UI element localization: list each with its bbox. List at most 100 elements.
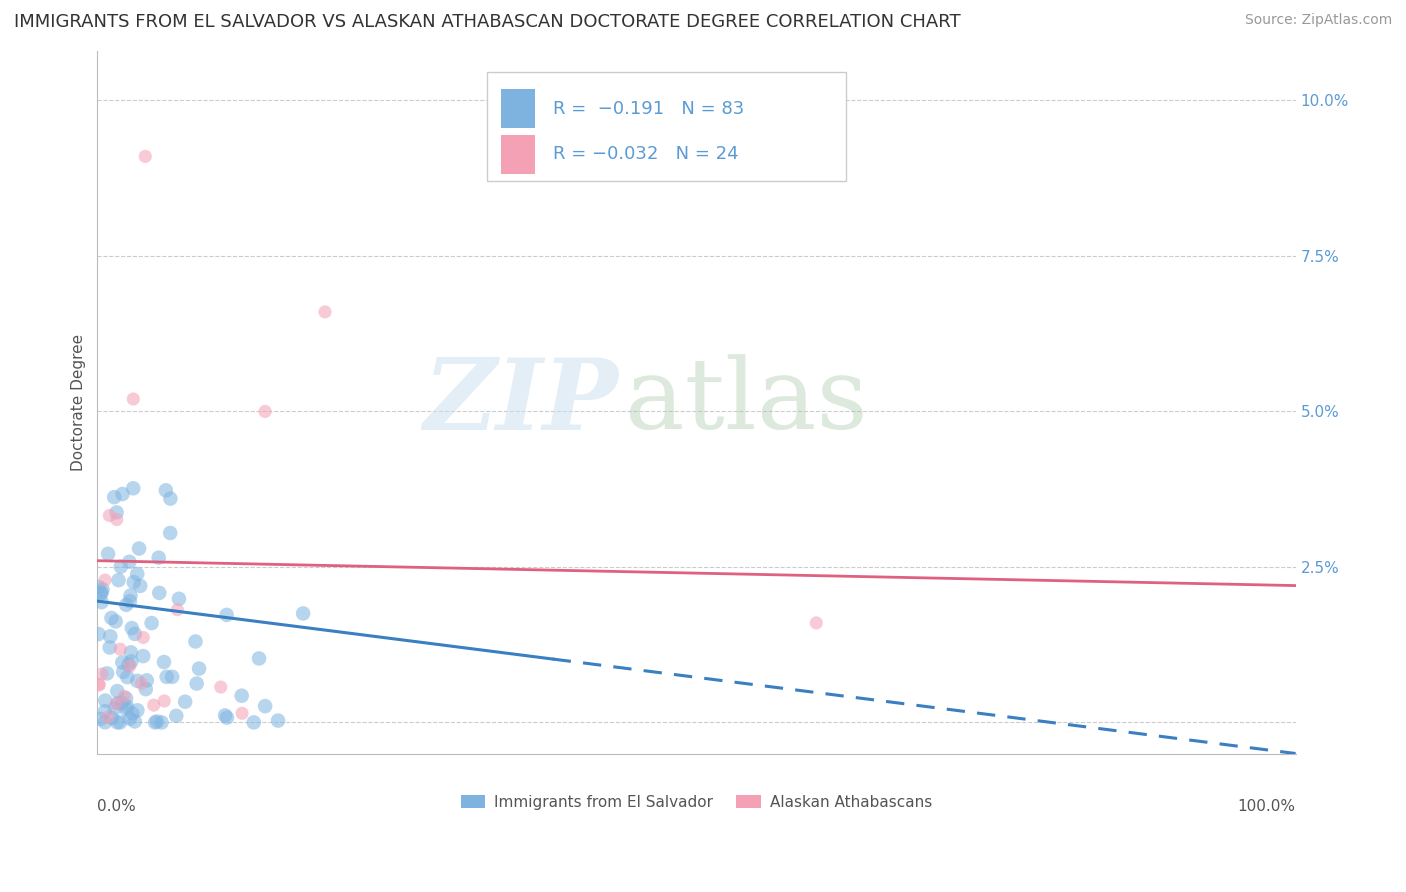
Point [104,701,127,715]
Point [124,714,146,729]
Point [159,526,181,541]
Point [166,603,188,617]
Point [89,712,111,726]
FancyBboxPatch shape [486,71,846,181]
Point [96,666,118,681]
Point [105,512,128,526]
Text: ZIP: ZIP [423,354,619,450]
Point [103,490,125,504]
Point [142,698,165,713]
Point [135,682,157,697]
FancyBboxPatch shape [501,135,534,174]
Point [104,615,127,629]
Point [122,575,145,590]
Point [100,611,122,625]
Point [131,676,153,690]
Point [120,589,142,603]
Point [107,696,129,710]
Point [91,582,114,597]
Point [167,591,190,606]
Point [247,651,270,665]
Text: R = −0.032   N = 24: R = −0.032 N = 24 [553,145,738,163]
Point [94,573,117,587]
Point [90,587,112,601]
Point [105,505,128,519]
Point [132,631,155,645]
Point [105,684,128,698]
Point [97,710,120,724]
Point [90,667,112,681]
Text: Source: ZipAtlas.com: Source: ZipAtlas.com [1244,13,1392,28]
Point [292,607,315,621]
Point [110,559,132,574]
Point [231,689,253,703]
Point [155,483,177,498]
Text: 0.0%: 0.0% [97,799,136,814]
Point [267,714,290,728]
Point [108,642,131,657]
Point [89,678,111,692]
Point [184,634,207,648]
Point [94,715,117,730]
Point [143,715,166,730]
Point [111,487,134,501]
Point [87,627,110,641]
Point [141,616,163,631]
Point [87,677,110,691]
Point [156,670,179,684]
Point [118,594,141,608]
Point [122,481,145,495]
Y-axis label: Doctorate Degree: Doctorate Degree [72,334,86,471]
Point [112,665,135,679]
Point [115,699,138,714]
Point [105,697,128,711]
Text: R =  −0.191   N = 83: R = −0.191 N = 83 [553,100,744,118]
Point [127,673,149,688]
Point [112,690,135,704]
Point [97,547,120,561]
FancyBboxPatch shape [501,89,534,128]
Point [98,508,121,523]
Point [148,586,170,600]
Point [214,708,236,723]
Point [117,657,139,672]
Point [122,392,145,406]
Point [314,305,336,319]
Point [148,550,170,565]
Point [87,580,110,594]
Point [115,598,138,612]
Point [153,694,176,708]
Point [121,706,143,721]
Point [243,715,266,730]
Point [118,712,141,726]
Point [254,404,277,418]
Point [165,709,187,723]
Point [806,615,828,630]
Point [90,595,112,609]
Point [215,607,238,622]
Point [254,699,277,714]
Point [117,670,139,684]
Text: IMMIGRANTS FROM EL SALVADOR VS ALASKAN ATHABASCAN DOCTORATE DEGREE CORRELATION C: IMMIGRANTS FROM EL SALVADOR VS ALASKAN A… [14,13,960,31]
Point [135,673,157,688]
Point [121,621,143,635]
Point [118,659,141,673]
Point [159,491,181,506]
Point [146,714,169,729]
Point [107,573,129,587]
Point [105,715,128,730]
Point [111,656,134,670]
Point [160,670,183,684]
Point [153,655,176,669]
Point [174,695,197,709]
Text: atlas: atlas [624,354,868,450]
Point [90,585,112,599]
Point [115,702,138,716]
Text: 100.0%: 100.0% [1237,799,1295,814]
Legend: Immigrants from El Salvador, Alaskan Athabascans: Immigrants from El Salvador, Alaskan Ath… [454,789,938,816]
Point [209,680,232,694]
Point [231,706,253,721]
Point [215,711,238,725]
Point [150,715,173,730]
Point [186,676,208,690]
